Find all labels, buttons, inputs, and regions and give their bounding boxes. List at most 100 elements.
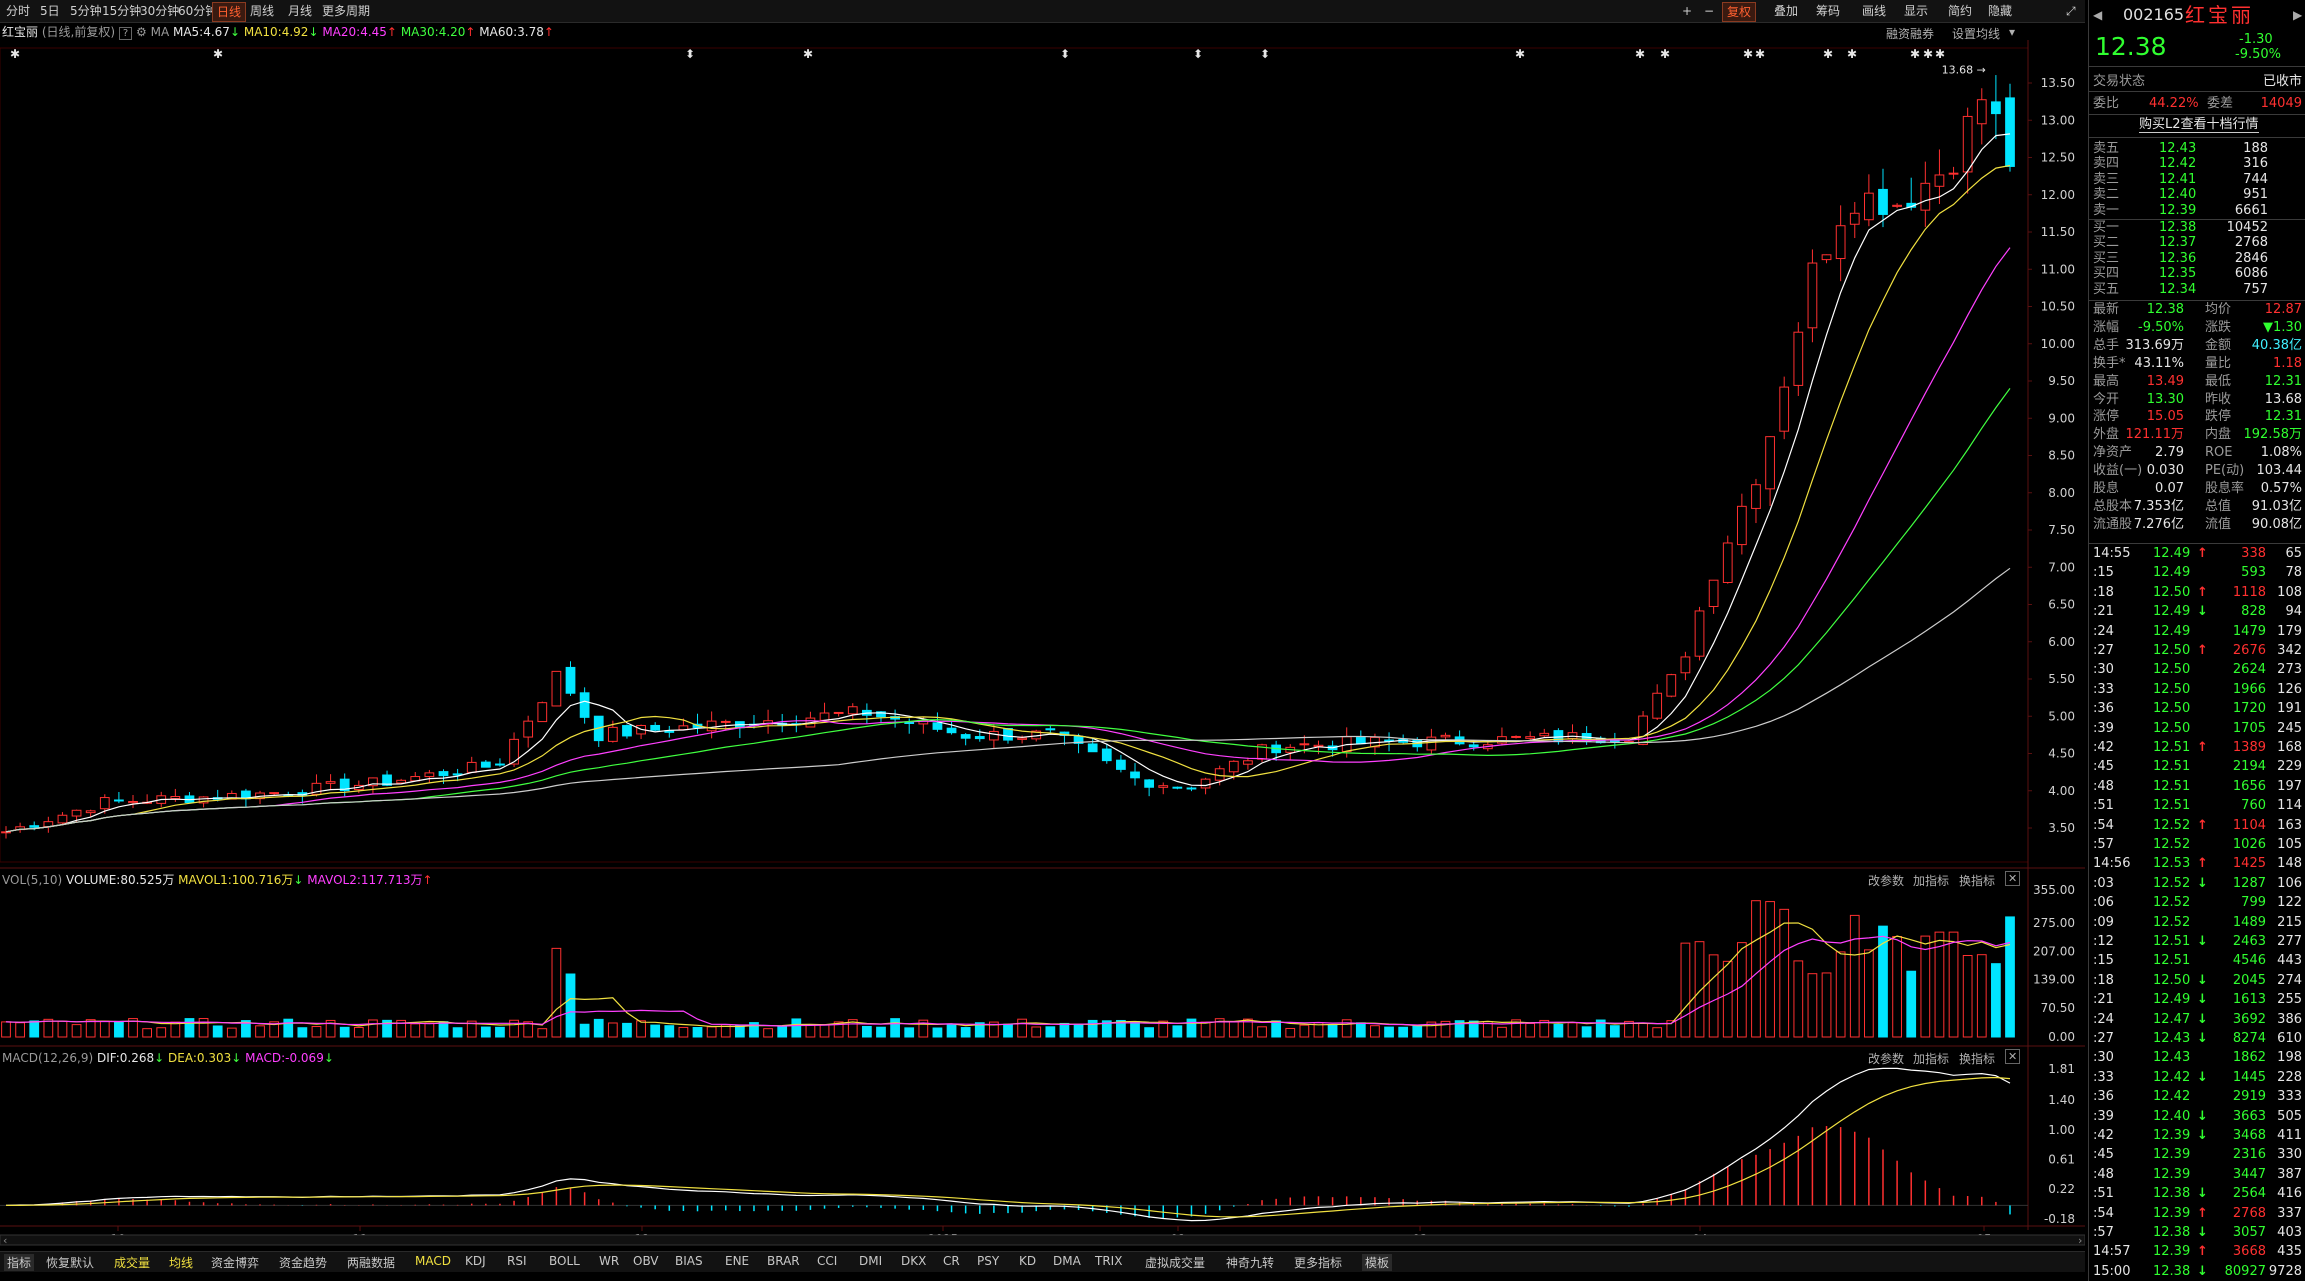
event-marker-icon[interactable]: ⬍ xyxy=(1260,47,1270,61)
chart-mode-label[interactable]: (日线,前复权) xyxy=(41,25,116,39)
indicator-tab-27[interactable]: 模板 xyxy=(1362,1254,1393,1271)
event-marker-icon[interactable]: ✱ xyxy=(1823,47,1833,61)
indicator-tab-10[interactable]: BOLL xyxy=(549,1254,580,1268)
event-marker-icon[interactable]: ⬍ xyxy=(685,47,695,61)
kline-chart[interactable]: 13.50 13.00 12.50 12.00 11.50 11.00 10.50 10.00… xyxy=(0,40,2085,1250)
indicator-tab-1[interactable]: 恢复默认 xyxy=(46,1256,95,1270)
toolbar-4[interactable]: 显示 xyxy=(1904,4,1929,18)
period-tab-7[interactable]: 周线 xyxy=(250,4,275,18)
vol-label[interactable]: VOL(5,10) xyxy=(2,873,63,887)
event-marker-icon[interactable]: ✱ xyxy=(1910,47,1920,61)
chevron-left-icon[interactable]: ◀ xyxy=(2093,8,2103,22)
candle xyxy=(1821,254,1832,261)
period-tab-3[interactable]: 15分钟 xyxy=(102,4,142,18)
indicator-tab-14[interactable]: ENE xyxy=(725,1254,750,1268)
horizontal-scrollbar[interactable] xyxy=(0,1234,2085,1246)
event-marker-icon[interactable]: ✱ xyxy=(213,47,223,61)
tick-volume: 593 xyxy=(2241,565,2266,581)
macd-label[interactable]: MACD(12,26,9) xyxy=(2,1051,94,1065)
indicator-tab-17[interactable]: DMI xyxy=(859,1254,883,1268)
event-marker-icon[interactable]: ✱ xyxy=(1935,47,1945,61)
event-marker-icon[interactable]: ✱ xyxy=(1743,47,1753,61)
period-tab-4[interactable]: 30分钟 xyxy=(140,4,180,18)
period-tab-9[interactable]: 更多周期 xyxy=(322,4,371,18)
toolbar-3[interactable]: 画线 xyxy=(1862,4,1887,18)
indicator-tab-12[interactable]: OBV xyxy=(633,1254,659,1268)
indicator-tab-0[interactable]: 指标 xyxy=(4,1254,35,1271)
indicator-tab-26[interactable]: 更多指标 xyxy=(1294,1256,1343,1270)
event-marker-icon[interactable]: ✱ xyxy=(1923,47,1933,61)
gear-icon[interactable]: ⚙ xyxy=(136,25,147,39)
volume-bar xyxy=(1680,942,1691,1038)
volume-bar xyxy=(833,1021,844,1038)
indicator-tab-13[interactable]: BIAS xyxy=(675,1254,703,1268)
toolbar-2[interactable]: 筹码 xyxy=(1816,4,1841,18)
toolbar-1[interactable]: 叠加 xyxy=(1774,4,1799,18)
chevron-down-icon[interactable]: ▾ xyxy=(2009,25,2016,39)
toolbar-6[interactable]: 隐藏 xyxy=(1988,4,2013,18)
macd-edit-params-button[interactable]: 改参数 xyxy=(1868,1052,1905,1066)
toolbar-0[interactable]: 复权 xyxy=(1722,2,1757,22)
stat-value: 7.353亿 xyxy=(2133,498,2184,514)
zoom-out-icon[interactable]: − xyxy=(1704,4,1715,18)
indicator-tab-6[interactable]: 两融数据 xyxy=(347,1256,396,1270)
vol-switch-indicator-button[interactable]: 换指标 xyxy=(1959,874,1996,888)
fullscreen-icon[interactable]: ⤢ xyxy=(2066,4,2076,18)
indicator-tab-4[interactable]: 资金博弈 xyxy=(211,1256,260,1270)
event-marker-icon[interactable]: ✱ xyxy=(1635,47,1645,61)
period-tab-2[interactable]: 5分钟 xyxy=(70,4,102,18)
indicator-tab-22[interactable]: DMA xyxy=(1053,1254,1081,1268)
event-marker-icon[interactable]: ✱ xyxy=(10,47,20,61)
indicator-tab-2[interactable]: 成交量 xyxy=(114,1256,151,1270)
event-marker-icon[interactable]: ⬍ xyxy=(1193,47,1203,61)
indicator-tab-5[interactable]: 资金趋势 xyxy=(279,1256,328,1270)
indicator-tab-19[interactable]: CR xyxy=(943,1254,960,1268)
chevron-left-icon[interactable]: ‹ xyxy=(3,1234,7,1247)
macd-switch-indicator-button[interactable]: 换指标 xyxy=(1959,1052,1996,1066)
period-tab-1[interactable]: 5日 xyxy=(40,4,60,18)
ma-settings-link[interactable]: 设置均线 xyxy=(1952,27,2001,41)
ask-volume: 951 xyxy=(2243,187,2268,203)
period-tab-5[interactable]: 60分钟 xyxy=(178,4,218,18)
tick-volume: 2045 xyxy=(2232,972,2266,988)
vol-add-indicator-button[interactable]: 加指标 xyxy=(1913,874,1950,888)
event-marker-icon[interactable]: ✱ xyxy=(1847,47,1857,61)
event-marker-icon[interactable]: ✱ xyxy=(803,47,813,61)
period-tab-6[interactable]: 日线 xyxy=(212,2,247,22)
zoom-in-icon[interactable]: + xyxy=(1682,4,1693,18)
indicator-tab-23[interactable]: TRIX xyxy=(1095,1254,1123,1268)
indicator-tab-15[interactable]: BRAR xyxy=(767,1254,800,1268)
vol-edit-params-button[interactable]: 改参数 xyxy=(1868,874,1905,888)
indicator-tab-3[interactable]: 均线 xyxy=(169,1256,194,1270)
indicator-tab-7[interactable]: MACD xyxy=(415,1254,451,1268)
indicator-tab-9[interactable]: RSI xyxy=(507,1254,527,1268)
l2-purchase-link[interactable]: 购买L2查看十档行情 xyxy=(2139,117,2259,133)
event-marker-icon[interactable]: ✱ xyxy=(1660,47,1670,61)
indicator-tab-24[interactable]: 虚拟成交量 xyxy=(1145,1256,1206,1270)
indicator-tab-20[interactable]: PSY xyxy=(977,1254,1000,1268)
tick-count: 337 xyxy=(2277,1205,2302,1221)
indicator-tab-21[interactable]: KD xyxy=(1019,1254,1037,1268)
close-icon[interactable]: ✕ xyxy=(2005,871,2021,886)
period-tab-8[interactable]: 月线 xyxy=(288,4,313,18)
indicator-tab-16[interactable]: CCI xyxy=(817,1254,838,1268)
event-marker-icon[interactable]: ✱ xyxy=(1755,47,1765,61)
toolbar-5[interactable]: 简约 xyxy=(1948,4,1973,18)
indicator-tab-18[interactable]: DKX xyxy=(901,1254,927,1268)
chevron-right-icon[interactable]: › xyxy=(2078,1234,2082,1247)
indicator-tab-25[interactable]: 神奇九转 xyxy=(1226,1256,1275,1270)
help-icon[interactable]: ? xyxy=(118,27,133,40)
mavol2-value: MAVOL2:117.713万 xyxy=(307,873,423,887)
event-marker-icon[interactable]: ✱ xyxy=(1515,47,1525,61)
candle xyxy=(1511,735,1521,738)
period-tab-0[interactable]: 分时 xyxy=(6,4,31,18)
event-marker-icon[interactable]: ⬍ xyxy=(1060,47,1070,61)
indicator-tab-8[interactable]: KDJ xyxy=(465,1254,486,1268)
candle xyxy=(1440,734,1451,738)
margin-trading-link[interactable]: 融资融券 xyxy=(1886,27,1935,41)
macd-add-indicator-button[interactable]: 加指标 xyxy=(1913,1052,1950,1066)
close-icon[interactable]: ✕ xyxy=(2005,1049,2021,1064)
indicator-tab-11[interactable]: WR xyxy=(599,1254,620,1268)
arrow-down-icon: ↓ xyxy=(2197,1031,2208,1046)
chevron-right-icon[interactable]: ▶ xyxy=(2293,8,2303,22)
